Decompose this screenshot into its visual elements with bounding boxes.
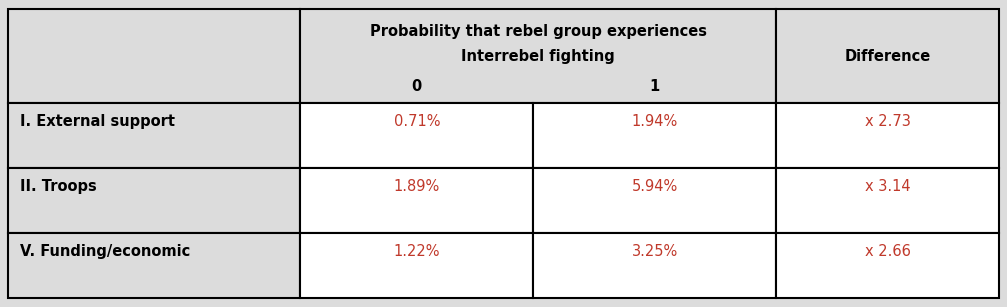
Text: 1: 1 [650,79,660,94]
Bar [534,103,776,168]
Bar [534,233,776,298]
Bar [8,103,300,168]
Text: x 3.14: x 3.14 [865,179,910,194]
Text: Difference: Difference [844,49,930,64]
Text: I. External support: I. External support [20,114,175,129]
Bar [776,168,999,233]
Text: 5.94%: 5.94% [631,179,678,194]
Text: 3.25%: 3.25% [631,243,678,258]
Bar [300,103,534,168]
Text: V. Funding/economic: V. Funding/economic [20,243,190,258]
Bar [300,168,534,233]
Text: II. Troops: II. Troops [20,179,97,194]
Text: x 2.73: x 2.73 [865,114,910,129]
Text: 1.22%: 1.22% [394,243,440,258]
Text: 0: 0 [412,79,422,94]
Text: 0.71%: 0.71% [394,114,440,129]
Text: 1.89%: 1.89% [394,179,440,194]
Text: Probability that rebel group experiences: Probability that rebel group experiences [370,24,707,39]
Bar [300,233,534,298]
Bar [776,9,999,103]
Bar [8,168,300,233]
Text: Interrebel fighting: Interrebel fighting [461,49,615,64]
Bar [534,168,776,233]
Bar [300,9,776,103]
Text: 1.94%: 1.94% [631,114,678,129]
Bar [776,103,999,168]
Text: x 2.66: x 2.66 [865,243,910,258]
Bar [8,233,300,298]
Bar [776,233,999,298]
Bar [8,9,300,103]
